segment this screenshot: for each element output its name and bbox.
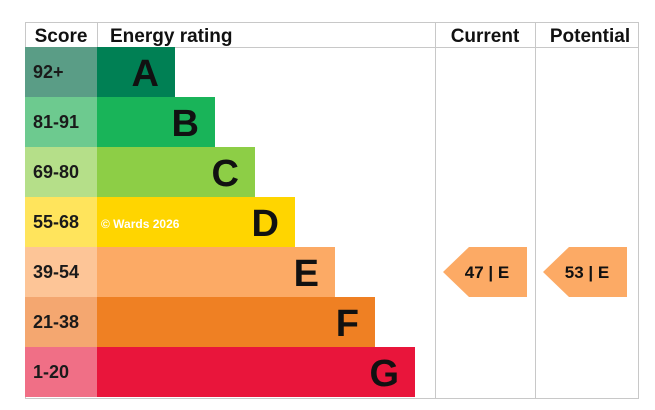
current-arrow	[443, 247, 527, 297]
band-bar-b	[97, 97, 215, 147]
band-letter-e: E	[294, 253, 319, 295]
score-cell-g	[25, 347, 97, 397]
score-cell-f	[25, 297, 97, 347]
header-energy-rating: Energy rating	[110, 26, 232, 47]
band-letter-c: C	[212, 153, 239, 195]
score-cell-b	[25, 97, 97, 147]
score-label-f: 21-38	[33, 312, 79, 332]
score-cell-a	[25, 47, 97, 97]
watermark: © Wards 2026	[101, 217, 180, 231]
score-label-g: 1-20	[33, 362, 69, 382]
potential-arrow	[543, 247, 627, 297]
band-letter-d: D	[252, 203, 279, 245]
band-letter-a: A	[132, 53, 159, 95]
band-bar-a	[97, 47, 175, 97]
score-label-b: 81-91	[33, 112, 79, 132]
band-letter-b: B	[172, 103, 199, 145]
band-bar-d	[97, 197, 295, 247]
score-cell-c	[25, 147, 97, 197]
current-rating-label: 47 | E	[465, 263, 509, 282]
score-label-c: 69-80	[33, 162, 79, 182]
score-label-e: 39-54	[33, 262, 79, 282]
band-bar-g	[97, 347, 415, 397]
potential-rating-label: 53 | E	[565, 263, 609, 282]
header-current: Current	[451, 26, 520, 47]
rating-bands: 92+ A 81-91 B 69-80 C 55-68 D 39-54 E 21-38 F 1-20 G	[25, 47, 415, 397]
band-letter-g: G	[369, 353, 399, 395]
header-score: Score	[35, 26, 88, 47]
header-potential: Potential	[550, 26, 630, 47]
score-label-a: 92+	[33, 62, 64, 82]
score-cell-e	[25, 247, 97, 297]
score-cell-d	[25, 197, 97, 247]
band-bar-f	[97, 297, 375, 347]
score-label-d: 55-68	[33, 212, 79, 232]
band-bar-e	[97, 247, 335, 297]
band-bar-c	[97, 147, 255, 197]
band-letter-f: F	[336, 303, 359, 345]
rating-arrows: 47 | E 53 | E	[443, 247, 627, 297]
